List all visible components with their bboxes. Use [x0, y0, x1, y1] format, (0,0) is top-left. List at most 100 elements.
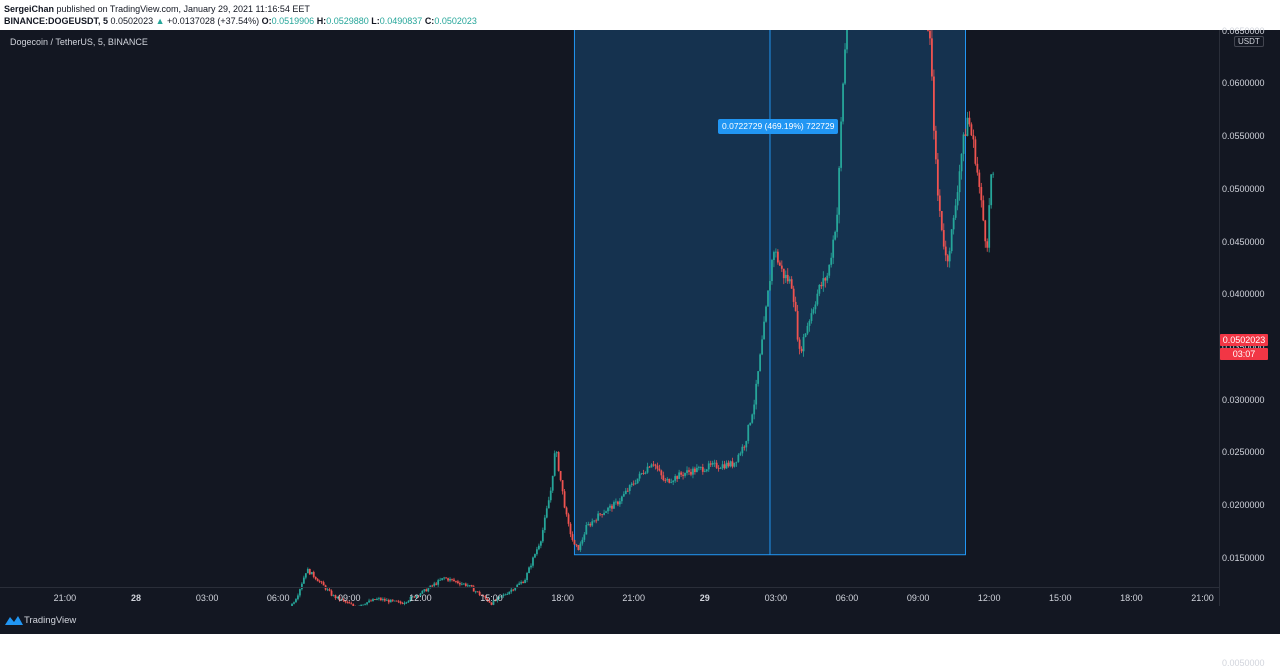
candle-body [599, 514, 601, 515]
price-tick-label: 0.0200000 [1222, 500, 1278, 510]
candle-body [992, 174, 994, 175]
candle-body [805, 333, 807, 336]
time-tick-label: 29 [700, 593, 710, 603]
candle-body [315, 577, 317, 579]
candle-body [755, 384, 757, 405]
time-tick-label: 06:00 [836, 593, 859, 603]
candle-body [556, 452, 558, 453]
candle-body [974, 139, 976, 163]
candle-body [293, 602, 295, 604]
candle-body [611, 506, 613, 509]
candle-body [627, 491, 629, 492]
candle-body [524, 580, 526, 583]
candle-body [830, 258, 832, 265]
candle-body [700, 467, 702, 468]
candle-body [303, 578, 305, 584]
candle-body [579, 544, 581, 550]
candle-body [933, 77, 935, 131]
candle-body [451, 579, 453, 580]
candle-body [623, 494, 625, 497]
candle-body [745, 441, 747, 447]
candle-body [540, 541, 542, 545]
candle-body [368, 601, 370, 603]
candle-body [692, 469, 694, 475]
candle-body [591, 521, 593, 525]
price-tick-label: 0.0400000 [1222, 289, 1278, 299]
price-chart[interactable] [0, 30, 1280, 606]
candle-body [686, 470, 688, 473]
candle-body [585, 525, 587, 534]
candle-body [807, 326, 809, 334]
candle-body [945, 247, 947, 256]
candle-body [838, 168, 840, 215]
high-label: H: [317, 16, 327, 26]
tradingview-logo-icon[interactable] [5, 614, 23, 626]
author-name[interactable]: SergeiChan [4, 4, 54, 14]
candle-body [390, 600, 392, 603]
candle-body [366, 602, 368, 604]
candle-body [773, 252, 775, 260]
candle-body [593, 520, 595, 521]
time-tick-label: 21:00 [622, 593, 645, 603]
candle-body [801, 349, 803, 351]
candle-body [761, 339, 763, 354]
candle-body [813, 309, 815, 313]
candle-body [737, 455, 739, 462]
candle-body [583, 534, 585, 539]
candle-body [783, 269, 785, 278]
candle-body [824, 278, 826, 280]
candle-body [832, 240, 834, 258]
last-price: 0.0502023 [111, 16, 154, 26]
published-text: published on TradingView.com, January 29… [57, 4, 310, 14]
candle-body [388, 600, 390, 602]
candle-body [953, 218, 955, 229]
brand-name[interactable]: TradingView [24, 615, 76, 626]
candle-body [639, 474, 641, 479]
time-axis-divider [0, 587, 1219, 588]
price-tick-label: 0.0250000 [1222, 447, 1278, 457]
candle-body [402, 603, 404, 604]
candle-body [736, 462, 738, 463]
candle-body [973, 135, 975, 139]
currency-unit[interactable]: USDT [1234, 36, 1264, 47]
candle-body [795, 302, 797, 311]
candle-body [299, 589, 301, 595]
candle-body [514, 588, 516, 590]
candle-body [609, 506, 611, 508]
candle-body [544, 518, 546, 530]
candle-body [615, 502, 617, 503]
open-label: O: [262, 16, 272, 26]
candle-body [951, 229, 953, 251]
time-tick-label: 03:00 [765, 593, 788, 603]
candle-body [631, 484, 633, 485]
candle-body [653, 465, 655, 466]
candle-body [702, 467, 704, 472]
candle-body [967, 118, 969, 136]
candle-body [323, 582, 325, 585]
candle-body [443, 578, 445, 579]
candle-body [797, 311, 799, 339]
candle-body [935, 131, 937, 160]
candle-body [508, 592, 510, 594]
candle-body [818, 285, 820, 294]
candle-body [793, 289, 795, 302]
low-value: 0.0490837 [380, 16, 423, 26]
candle-body [931, 38, 933, 76]
candle-body [469, 585, 471, 586]
candle-body [625, 491, 627, 494]
candle-body [775, 252, 777, 253]
candle-body [666, 479, 668, 480]
chart-area[interactable]: Dogecoin / TetherUS, 5, BINANCE USDT 0.1… [0, 30, 1280, 606]
candle-body [335, 595, 337, 598]
candle-body [789, 279, 791, 281]
candle-body [333, 595, 335, 596]
candle-body [568, 514, 570, 523]
candle-body [781, 266, 783, 269]
candle-body [331, 591, 333, 596]
candle-body [595, 520, 597, 521]
candle-body [465, 584, 467, 586]
candle-body [791, 279, 793, 288]
candle-body [578, 545, 580, 550]
candle-body [329, 589, 331, 590]
candle-body [939, 196, 941, 211]
